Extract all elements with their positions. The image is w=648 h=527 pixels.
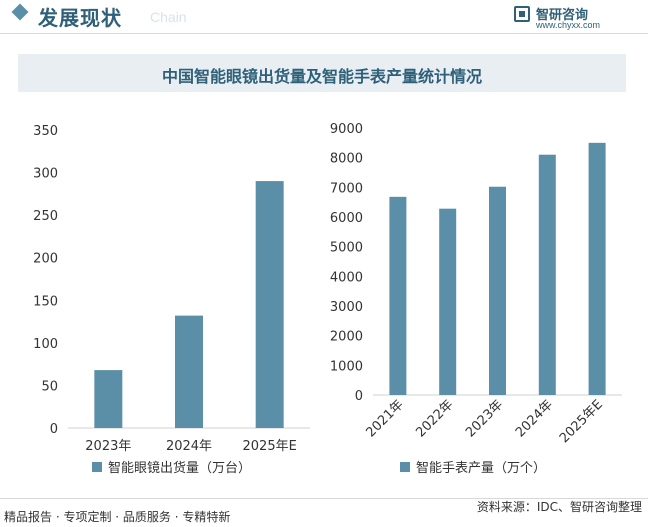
x-tick-label: 2024年 (166, 439, 212, 454)
bar (175, 315, 203, 428)
y-tick-label: 150 (33, 294, 58, 309)
footer-text: 精品报告 · 专项定制 · 品质服务 · 专精特新 (4, 510, 231, 524)
footer-divider (0, 498, 648, 499)
y-tick-label: 1000 (330, 359, 363, 374)
y-tick-label: 9000 (330, 122, 363, 137)
y-tick-label: 0 (50, 422, 58, 437)
y-tick-label: 100 (33, 337, 58, 352)
x-tick-label: 2024年 (513, 397, 556, 440)
y-tick-label: 7000 (330, 181, 363, 196)
logo-url: www.chyxx.com (536, 20, 601, 30)
x-tick-label: 2023年 (85, 439, 131, 454)
bar (588, 142, 606, 395)
chart-title: 中国智能眼镜出货量及智能手表产量统计情况 (161, 67, 482, 86)
data-source: 资料来源：IDC、智研咨询整理 (476, 500, 642, 514)
x-tick-label: 2025年E (243, 439, 297, 454)
x-tick-label: 2025年E (557, 397, 606, 446)
bar (255, 181, 284, 428)
bar (389, 196, 407, 395)
logo-name: 智研咨询 (536, 8, 589, 23)
smartwatch-chart: 0 1000 2000 3000 4000 5000 6000 7000 8000 9000 202… (330, 122, 622, 476)
x-tick-label: 2023年 (463, 397, 506, 440)
x-tick-label: 2021年 (364, 397, 407, 440)
y-tick-label: 200 (33, 252, 58, 267)
y-tick-label: 50 (41, 379, 58, 394)
legend-label: 智能眼镜出货量（万台） (108, 460, 251, 476)
y-tick-label: 3000 (330, 300, 363, 315)
chart-title-banner: 中国智能眼镜出货量及智能手表产量统计情况 (18, 54, 626, 92)
y-tick-label: 5000 (330, 241, 363, 256)
brand-logo: 智研咨询 www.chyxx.com (514, 4, 634, 32)
bar (439, 208, 457, 395)
legend-label: 智能手表产量（万个） (416, 461, 546, 476)
y-tick-label: 250 (33, 209, 58, 224)
page-footer: 精品报告 · 专项定制 · 品质服务 · 专精特新 (0, 498, 648, 527)
legend-swatch (400, 462, 410, 472)
section-title: 发展现状 (38, 6, 122, 30)
y-tick-label: 2000 (330, 330, 363, 345)
y-tick-label: 4000 (330, 270, 363, 285)
logo-icon (514, 6, 530, 22)
y-tick-label: 350 (33, 124, 58, 139)
smart-glasses-chart: 0 50 100 150 200 250 300 350 2023年 2024年 2025年E 智能眼… (33, 124, 310, 476)
bar (489, 186, 506, 395)
y-tick-label: 0 (355, 389, 363, 404)
y-tick-label: 300 (33, 167, 58, 182)
header-divider (0, 33, 648, 34)
legend-swatch (92, 462, 102, 472)
y-tick-label: 8000 (330, 152, 363, 167)
x-tick-label: 2022年 (413, 397, 456, 440)
bar (538, 154, 556, 395)
section-title-en: Chain (150, 9, 187, 25)
page-header: 发展现状 Chain 智研咨询 www.chyxx.com (0, 0, 648, 34)
bar (94, 370, 123, 428)
y-tick-label: 6000 (330, 211, 363, 226)
